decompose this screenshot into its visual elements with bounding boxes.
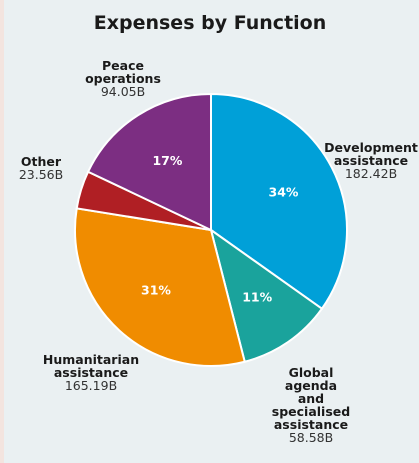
slice-name-line: Peace bbox=[102, 58, 144, 73]
percent-labels: 34% 11% 31% 17% bbox=[141, 153, 299, 304]
pie-slice bbox=[86, 92, 212, 232]
slice-label: Globalagendaandspecialisedassistance58.5… bbox=[272, 365, 350, 445]
slice-name-line: Development bbox=[324, 140, 418, 155]
slice-name-line: assistance bbox=[334, 153, 408, 168]
pie-slice bbox=[74, 207, 246, 367]
slice-name-line: assistance bbox=[54, 365, 128, 380]
pie-slice bbox=[210, 92, 348, 311]
percent-label: 17% bbox=[152, 153, 182, 168]
percent-label: 34% bbox=[269, 185, 299, 200]
slice-name-line: assistance bbox=[274, 417, 348, 432]
slice-name-line: specialised bbox=[272, 404, 350, 419]
slice-value: 58.58B bbox=[289, 430, 333, 445]
percent-label: 31% bbox=[141, 282, 171, 297]
slice-labels: Developmentassistance182.42BGlobalagenda… bbox=[19, 58, 418, 445]
slice-name-line: and bbox=[298, 391, 324, 406]
slice-name-line: Other bbox=[21, 154, 62, 169]
slice-name-line: Humanitarian bbox=[43, 352, 139, 367]
slice-value: 23.56B bbox=[19, 167, 63, 182]
pie-slice bbox=[209, 227, 324, 363]
slice-name-line: operations bbox=[85, 71, 161, 86]
percent-label: 11% bbox=[242, 289, 272, 304]
chart-title: Expenses by Function bbox=[94, 12, 327, 34]
slice-name-line: agenda bbox=[285, 378, 337, 393]
pie-chart: Expenses by Function 34% 11% 31% 17% Develo… bbox=[19, 12, 418, 445]
slice-value: 94.05B bbox=[101, 84, 145, 99]
pie-slices bbox=[74, 92, 348, 367]
slice-value: 165.19B bbox=[65, 378, 117, 393]
chart-card: Expenses by Function 34% 11% 31% 17% Develo… bbox=[4, 0, 419, 463]
slice-value: 182.42B bbox=[345, 166, 397, 181]
slice-name-line: Global bbox=[289, 365, 334, 380]
